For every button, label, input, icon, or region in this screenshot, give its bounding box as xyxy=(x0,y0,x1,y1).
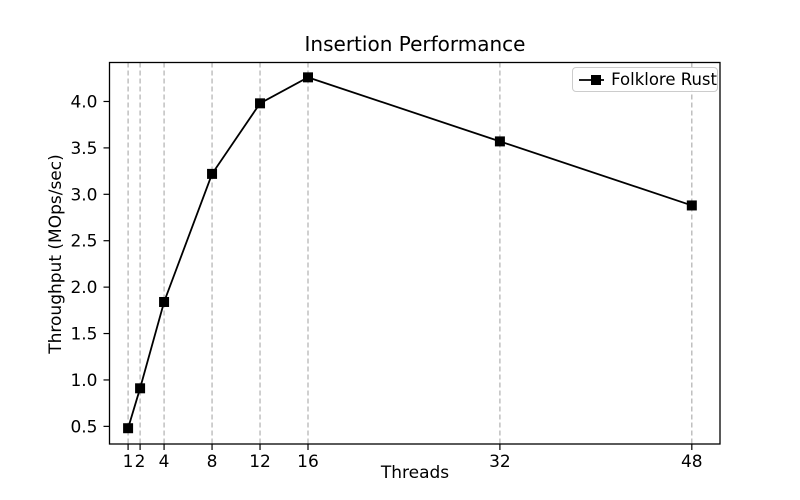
y-tick-label: 1.5 xyxy=(70,325,97,345)
y-tick-label: 3.5 xyxy=(70,139,97,159)
x-tick-label: 8 xyxy=(207,452,218,472)
x-tick-label: 32 xyxy=(489,452,511,472)
legend-label: Folklore Rust xyxy=(611,70,717,89)
data-point-marker xyxy=(494,136,505,147)
x-tick-label: 2 xyxy=(135,452,146,472)
data-point-marker xyxy=(159,296,170,307)
x-tick-label: 4 xyxy=(159,452,170,472)
data-point-marker xyxy=(686,200,697,211)
y-tick-label: 1.0 xyxy=(70,371,97,391)
x-tick-label: 12 xyxy=(249,452,271,472)
legend-line-marker-icon xyxy=(579,74,605,85)
x-tick-label: 16 xyxy=(297,452,319,472)
data-point-marker xyxy=(207,168,218,179)
x-tick-label: 48 xyxy=(681,452,703,472)
x-tick-label: 1 xyxy=(123,452,134,472)
data-point-marker xyxy=(255,98,266,109)
y-tick-label: 4.0 xyxy=(70,92,97,112)
data-point-marker xyxy=(303,72,314,83)
y-axis-label: Throughput (MOps/sec) xyxy=(46,154,66,354)
chart-title: Insertion Performance xyxy=(304,32,526,56)
y-tick-label: 2.5 xyxy=(70,232,97,252)
x-axis-label: Threads xyxy=(380,463,450,483)
plot-frame xyxy=(108,61,721,445)
legend: Folklore Rust xyxy=(572,67,718,92)
y-tick-label: 0.5 xyxy=(70,417,97,437)
series-line xyxy=(127,76,693,429)
y-tick-label: 2.0 xyxy=(70,278,97,298)
data-point-marker xyxy=(123,423,134,434)
y-tick-label: 3.0 xyxy=(70,185,97,205)
legend-square-marker xyxy=(591,74,601,85)
data-point-marker xyxy=(135,383,146,394)
